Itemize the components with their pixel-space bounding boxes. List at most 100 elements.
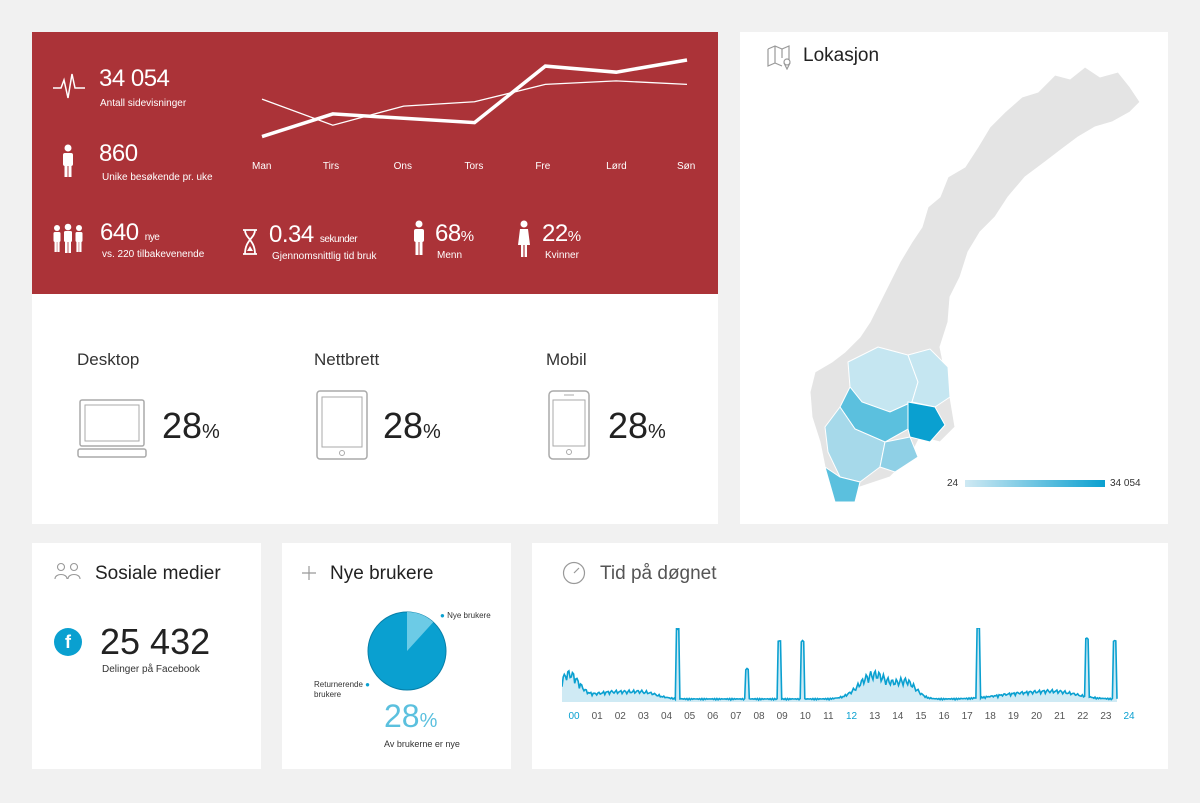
hour-label: 04 — [660, 711, 673, 722]
hour-label: 05 — [684, 711, 696, 722]
mobile-title: Mobil — [546, 350, 587, 369]
legend-max: 34 054 — [1110, 478, 1141, 489]
desktop-title: Desktop — [77, 350, 140, 369]
legend-gradient — [965, 480, 1105, 487]
new-users-title: Nye brukere — [330, 563, 434, 584]
new-visitors-label: vs. 220 tilbakevenende — [102, 249, 205, 260]
weekday-label: Man — [252, 161, 272, 172]
plus-icon — [302, 566, 316, 580]
hour-label: 11 — [823, 711, 834, 722]
new-users-label: Av brukerne er nye — [384, 739, 460, 749]
group-icon — [53, 223, 83, 253]
hour-label: 10 — [799, 711, 811, 722]
new-visitors-value: 640 — [100, 219, 139, 246]
avg-time-label: Gjennomsnittlig tid bruk — [272, 251, 377, 262]
mobile-unit: % — [648, 421, 666, 443]
women-value: 22 — [542, 220, 568, 247]
facebook-icon: f — [54, 628, 82, 656]
legend-returning-users: Returnerende ● brukere — [314, 680, 370, 699]
new-users-pct: 28 — [384, 698, 420, 734]
time-of-day-card: Tid på døgnet 00 01 02 03 04 05 06 07 08 09 10 11 12… — [532, 543, 1168, 769]
weekday-label: Ons — [393, 161, 412, 172]
map-pin-icon — [767, 45, 791, 70]
hourly-line — [562, 628, 1118, 702]
men-unit: % — [460, 228, 474, 245]
hour-label: 09 — [776, 711, 788, 722]
hour-label: 03 — [637, 711, 649, 722]
tablet-pct: 28 — [383, 405, 424, 446]
tablet-icon — [316, 390, 368, 460]
hourglass-icon — [243, 229, 257, 255]
people-icon — [54, 562, 81, 580]
weekday-label: Fre — [535, 161, 551, 172]
hour-label: 24 — [1123, 711, 1135, 722]
hour-label: 06 — [707, 711, 719, 722]
facebook-shares-label: Delinger på Facebook — [102, 664, 200, 675]
unique-label: Unike besøkende pr. uke — [102, 172, 213, 183]
weekday-label: Lørd — [606, 161, 627, 172]
legend-new-users: ● Nye brukere — [440, 611, 491, 620]
legend-returning-line1: Returnerende — [314, 680, 363, 689]
hour-label: 17 — [961, 711, 973, 722]
hour-label: 01 — [591, 711, 603, 722]
hour-label: 16 — [938, 711, 950, 722]
pageviews-label: Antall sidevisninger — [100, 98, 187, 109]
hour-label: 19 — [1007, 711, 1019, 722]
hour-label: 08 — [753, 711, 765, 722]
location-title: Lokasjon — [803, 45, 880, 66]
avg-time-value: 0.34 — [269, 221, 314, 248]
clock-icon — [562, 561, 586, 585]
social-media-card: Sosiale medier f 25 432 Delinger på Face… — [32, 543, 261, 769]
desktop-pct: 28 — [162, 405, 203, 446]
women-unit: % — [567, 228, 581, 245]
legend-min: 24 — [947, 478, 959, 489]
mobile-pct: 28 — [608, 405, 649, 446]
weekday-label: Tirs — [322, 161, 340, 172]
overview-card: 34 054 Antall sidevisninger 860 Unike be… — [32, 32, 718, 524]
social-title: Sosiale medier — [95, 563, 221, 584]
pageviews-value: 34 054 — [99, 65, 170, 92]
men-label: Menn — [437, 250, 463, 261]
weekday-label: Tors — [464, 161, 484, 172]
female-icon — [518, 220, 530, 257]
weekly-series-thin — [261, 80, 688, 126]
mobile-icon — [548, 390, 590, 460]
hour-label: 21 — [1054, 711, 1066, 722]
hour-label: 20 — [1030, 711, 1043, 722]
weekly-line-chart — [261, 58, 688, 139]
male-icon — [414, 220, 424, 255]
desktop-unit: % — [202, 421, 220, 443]
person-icon — [63, 144, 73, 177]
stats-panel: 34 054 Antall sidevisninger 860 Unike be… — [32, 32, 718, 294]
avg-time-unit: sekunder — [319, 234, 358, 245]
hour-label: 07 — [730, 711, 742, 722]
facebook-shares-value: 25 432 — [100, 621, 211, 662]
women-label: Kvinner — [545, 250, 579, 261]
men-value: 68 — [435, 220, 461, 247]
tablet-title: Nettbrett — [314, 350, 380, 369]
weekday-label: Søn — [677, 161, 696, 172]
location-card: Lokasjon 24 34 054 — [740, 32, 1168, 524]
hour-label: 23 — [1100, 711, 1112, 722]
legend-returning-line2: brukere — [314, 690, 342, 699]
norway-map — [809, 66, 1141, 503]
weekly-series-bold — [261, 58, 688, 139]
time-of-day-title: Tid på døgnet — [600, 563, 717, 584]
hour-label: 15 — [915, 711, 927, 722]
hour-label: 18 — [984, 711, 996, 722]
laptop-icon — [77, 399, 147, 458]
new-users-card: Nye brukere ● Nye brukere Returnerende ●… — [282, 543, 511, 769]
legend-new-users-label: Nye brukere — [447, 611, 491, 620]
pie-slice-new — [407, 612, 434, 651]
tablet-unit: % — [423, 421, 441, 443]
new-users-unit: % — [419, 710, 438, 732]
hourly-area — [562, 628, 1117, 702]
hour-label: 14 — [892, 711, 904, 722]
hour-label: 00 — [568, 711, 580, 722]
hourly-activity-chart — [562, 628, 1118, 702]
new-users-pie — [367, 611, 447, 691]
hour-label: 22 — [1077, 711, 1089, 722]
hour-label: 13 — [869, 711, 881, 722]
hour-label: 12 — [845, 711, 858, 722]
new-visitors-unit: nye — [144, 232, 160, 243]
